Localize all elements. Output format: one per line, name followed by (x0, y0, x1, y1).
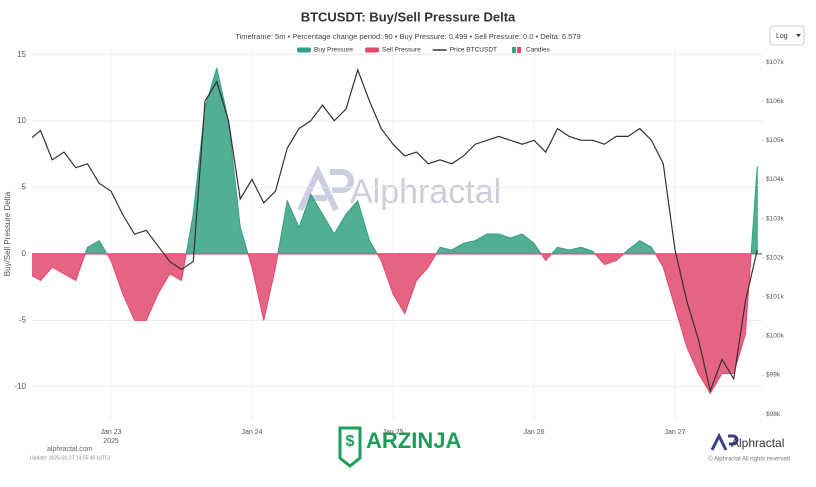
dropdown-arrow[interactable] (796, 34, 801, 37)
legend-label[interactable]: Sell Pressure (382, 47, 421, 54)
y-tick-label: -10 (14, 382, 26, 391)
legend-label[interactable]: Buy Pressure (314, 47, 353, 54)
footer-brand: Alphractal (731, 436, 784, 450)
chart-subtitle: Timeframe: 5m • Percentage change period… (235, 32, 580, 41)
y2-tick-label: $102k (766, 254, 784, 261)
y2-tick-label: $98k (766, 411, 781, 418)
sponsor-text: ARZINJA (366, 428, 461, 453)
y-tick-label: -5 (19, 315, 27, 324)
y-tick-label: 10 (17, 116, 26, 125)
price-line (32, 68, 758, 393)
x-tick-label: Jan 27 (664, 429, 685, 436)
x-year-label: 2025 (103, 438, 119, 445)
legend-label[interactable]: Candles (526, 47, 551, 54)
y2-tick-label: $101k (766, 294, 784, 301)
legend-label[interactable]: Price BTCUSDT (450, 47, 497, 54)
y-tick-label: 15 (17, 50, 26, 59)
x-tick-label: Jan 24 (241, 429, 262, 436)
x-tick-label: Jan 25 (382, 429, 403, 436)
y2-tick-label: $103k (766, 215, 784, 222)
x-tick-label: Jan 26 (523, 429, 544, 436)
footer-copyright: © Alphractal All rights reserved (708, 456, 790, 463)
sponsor-logo: $ ARZINJA (338, 426, 461, 468)
y2-tick-label: $99k (766, 372, 781, 379)
y2-tick-label: $107k (766, 59, 784, 66)
y2-tick-label: $105k (766, 137, 784, 144)
y-axis-title: Buy/Sell Pressure Delta (3, 191, 12, 276)
watermark: Alphractal (297, 164, 501, 212)
sponsor-icon-glyph: $ (346, 433, 355, 450)
scale-select-label[interactable]: Log (776, 33, 788, 40)
legend-swatch (365, 47, 380, 53)
y2-tick-label: $106k (766, 98, 784, 105)
x-tick-label: Jan 23 (100, 429, 121, 436)
sponsor-icon (338, 426, 362, 468)
chart-title: BTCUSDT: Buy/Sell Pressure Delta (301, 9, 516, 24)
footer-site: alphractal.com (47, 446, 93, 453)
legend-swatch (512, 47, 516, 53)
y-tick-label: 5 (22, 183, 27, 192)
y2-tick-label: $104k (766, 176, 784, 183)
y2-tick-label: $100k (766, 333, 784, 340)
brand-logo (710, 432, 739, 451)
footer-update: Update: 2025-01-27 14:55:40 (UTC) (30, 455, 111, 461)
legend-swatch (297, 47, 311, 53)
legend-swatch (517, 47, 521, 53)
watermark-text: Alphractal (350, 173, 501, 211)
delta-area (32, 67, 758, 395)
scale-select[interactable] (769, 25, 805, 46)
y-tick-label: 0 (22, 249, 27, 258)
